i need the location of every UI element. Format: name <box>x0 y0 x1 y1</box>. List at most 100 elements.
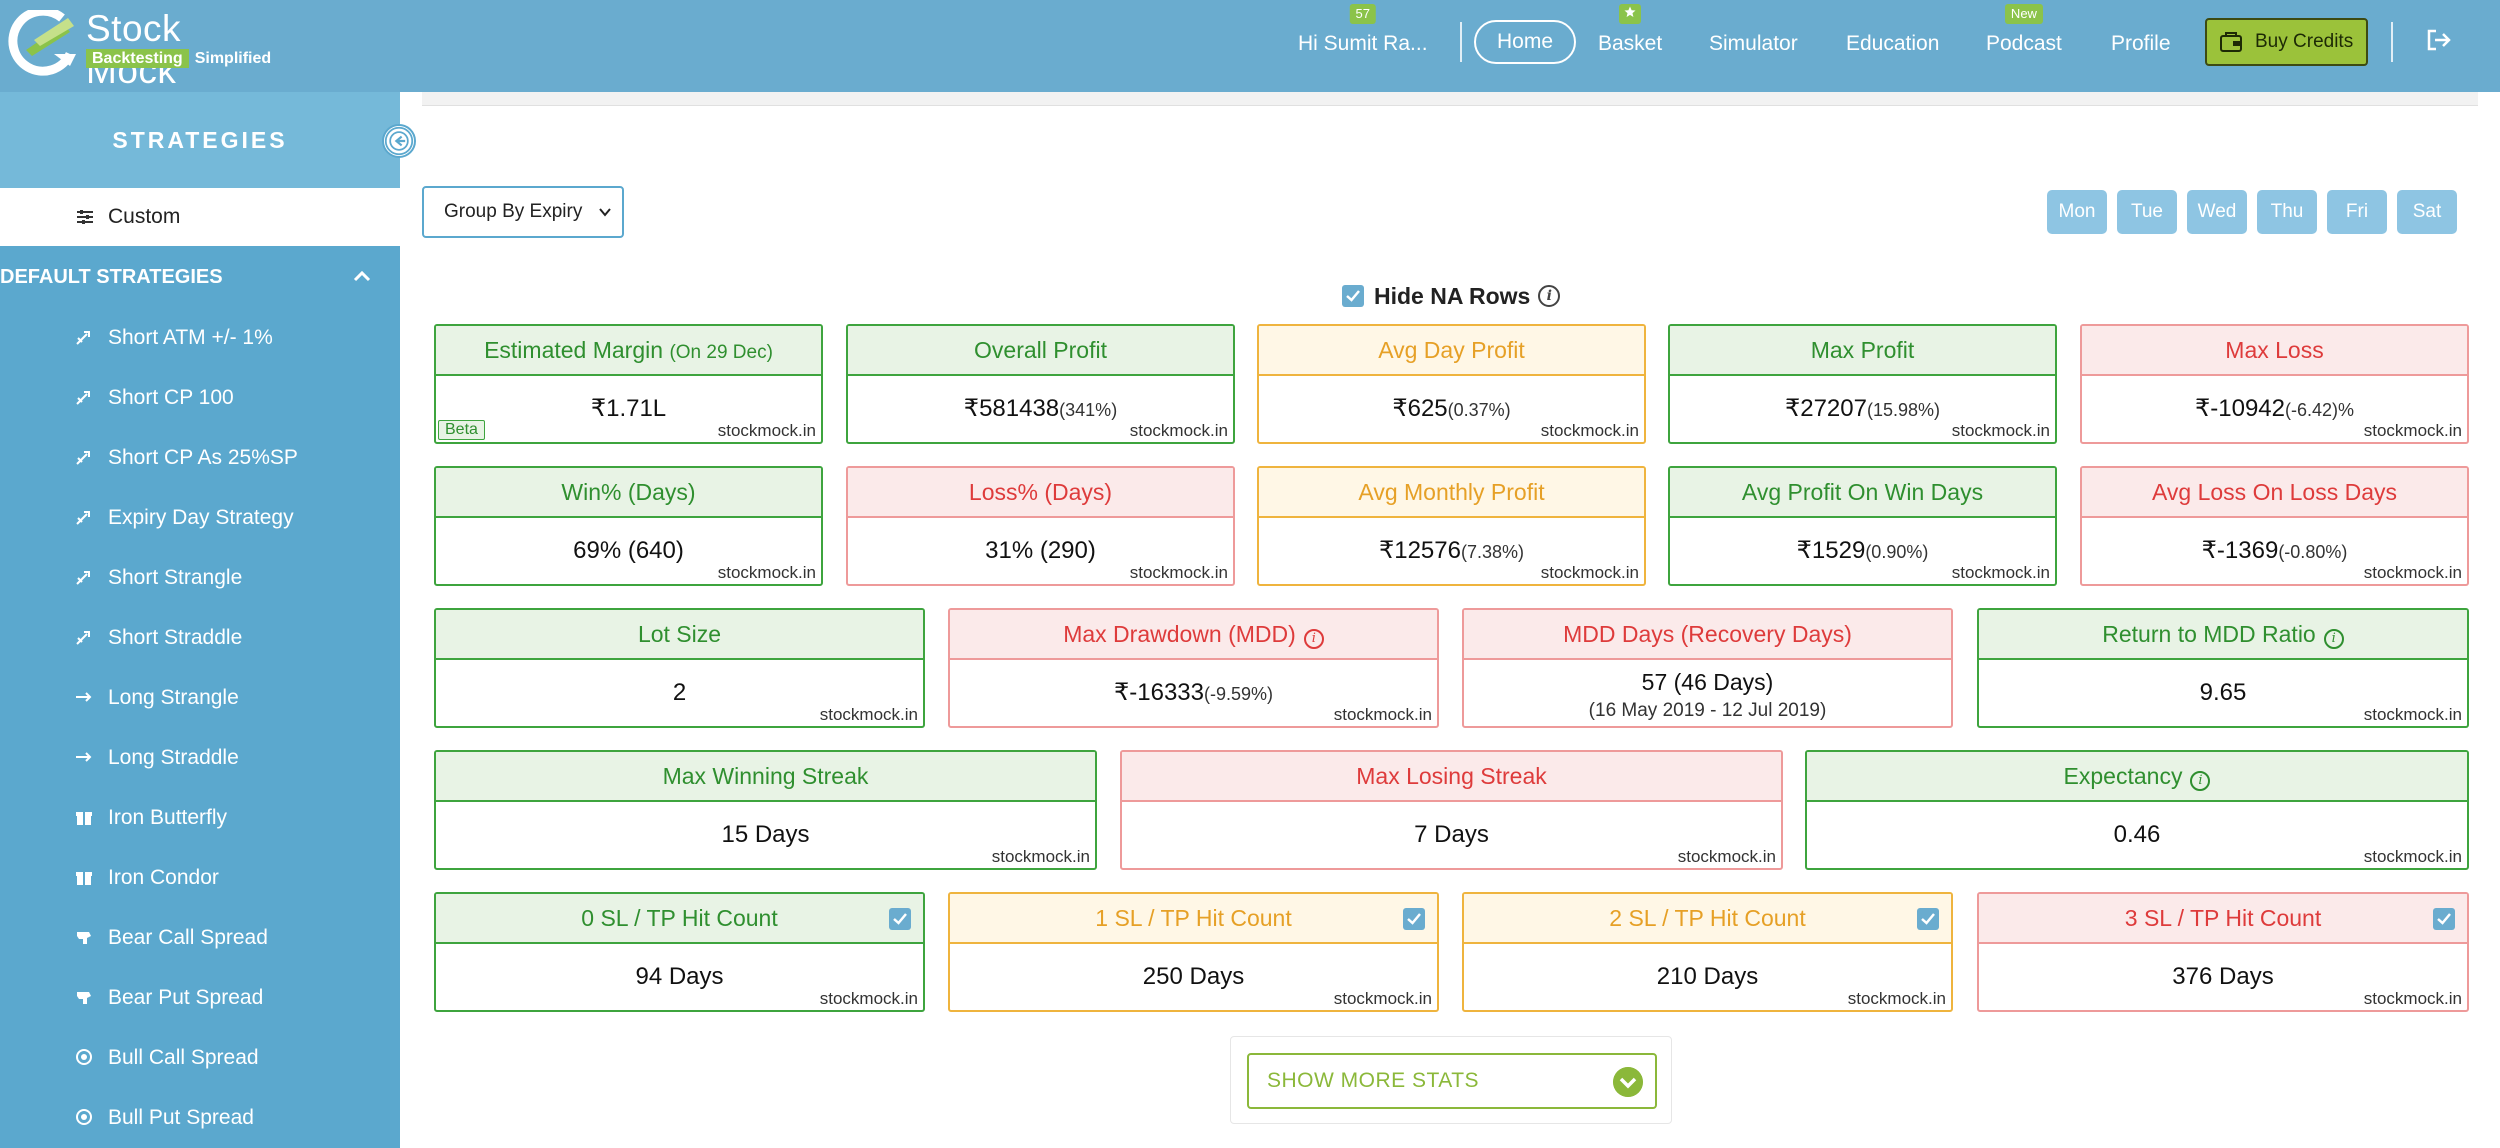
sidebar-item-short-strangle[interactable]: Short Strangle <box>0 548 400 608</box>
card-value: ₹625 <box>1392 395 1448 422</box>
user-greeting[interactable]: 57 Hi Sumit Ra... <box>1298 4 1428 58</box>
card-title: Win% (Days) <box>436 468 821 518</box>
card-sub: (-9.59%) <box>1203 684 1274 704</box>
sidebar-item-iron-condor[interactable]: Iron Condor <box>0 848 400 908</box>
sidebar-item-label: Long Strangle <box>108 686 239 709</box>
nav-education[interactable]: Education <box>1846 32 1940 55</box>
sidebar-item-bear-put-spread[interactable]: Bear Put Spread <box>0 968 400 1028</box>
short-icon <box>74 508 94 528</box>
sl0-checkbox[interactable] <box>889 908 911 930</box>
day-mon-button[interactable]: Mon <box>2047 190 2107 234</box>
card-sub: (15.98%) <box>1866 400 1941 420</box>
sidebar-item-bull-put-spread[interactable]: Bull Put Spread <box>0 1088 400 1148</box>
day-sat-button[interactable]: Sat <box>2397 190 2457 234</box>
card-value: 31% (290) <box>985 537 1096 564</box>
watermark: stockmock.in <box>819 989 918 1008</box>
nav-basket[interactable]: Basket <box>1598 4 1663 58</box>
card-title: Avg Monthly Profit <box>1259 468 1644 518</box>
card-value: 7 Days <box>1414 821 1489 848</box>
short-icon <box>74 568 94 588</box>
nav-simulator[interactable]: Simulator <box>1709 32 1798 55</box>
sl3-checkbox[interactable] <box>2433 908 2455 930</box>
collapse-sidebar-icon[interactable] <box>382 124 416 158</box>
card-value: 2 <box>672 679 687 706</box>
return-mdd-card: Return to MDD Ratio i 9.65 stockmock.in <box>1977 608 2469 728</box>
sidebar-item-short-atm-1[interactable]: Short ATM +/- 1% <box>0 308 400 368</box>
nav-podcast-label: Podcast <box>1986 32 2062 55</box>
nav-podcast[interactable]: New Podcast <box>1986 4 2062 58</box>
card-sub: (7.38%) <box>1460 542 1525 562</box>
sidebar-item-short-straddle[interactable]: Short Straddle <box>0 608 400 668</box>
show-more-stats-button[interactable]: SHOW MORE STATS <box>1247 1053 1657 1109</box>
watermark: stockmock.in <box>1951 421 2050 440</box>
bear-icon <box>74 988 94 1008</box>
sidebar-item-bull-call-spread[interactable]: Bull Call Spread <box>0 1028 400 1088</box>
card-title: Lot Size <box>436 610 923 660</box>
day-wed-button[interactable]: Wed <box>2187 190 2247 234</box>
strategy-list: Short ATM +/- 1% Short CP 100 Short CP As … <box>0 308 400 1148</box>
watermark: stockmock.in <box>1129 563 1228 582</box>
sidebar-item-expiry-day-strategy[interactable]: Expiry Day Strategy <box>0 488 400 548</box>
gift-icon <box>74 808 94 828</box>
card-value: ₹-1369 <box>2201 537 2279 564</box>
watermark: stockmock.in <box>819 705 918 724</box>
sidebar-item-long-strangle[interactable]: Long Strangle <box>0 668 400 728</box>
overall-profit-card: Overall Profit ₹581438(341%) stockmock.in <box>846 324 1235 444</box>
lot-size-card: Lot Size 2 stockmock.in <box>434 608 925 728</box>
sidebar-title: STRATEGIES <box>0 92 400 188</box>
top-strip <box>422 92 2478 106</box>
default-strategies-toggle[interactable]: DEFAULT STRATEGIES <box>0 246 400 308</box>
nav-profile[interactable]: Profile <box>2111 32 2171 55</box>
day-filter: Mon Tue Wed Thu Fri Sat <box>2047 190 2467 234</box>
group-by-select[interactable]: Group By Expiry <box>422 186 624 238</box>
card-title: 3 SL / TP Hit Count <box>1979 894 2467 944</box>
logo[interactable]: Stock Mock Backtesting Simplified <box>4 6 274 91</box>
logo-tagline: Backtesting Simplified <box>86 49 271 68</box>
info-icon[interactable]: i <box>1303 629 1324 649</box>
sidebar-item-bear-call-spread[interactable]: Bear Call Spread <box>0 908 400 968</box>
sidebar-item-label: Long Straddle <box>108 746 239 769</box>
logout-icon[interactable] <box>2426 28 2452 52</box>
hide-na-checkbox[interactable] <box>1342 285 1364 307</box>
day-fri-button[interactable]: Fri <box>2327 190 2387 234</box>
card-sub: (0.90%) <box>1865 542 1929 562</box>
nav-home-button[interactable]: Home <box>1474 20 1576 64</box>
sidebar-item-label: Bear Put Spread <box>108 986 264 1009</box>
avg-profit-win-days-card: Avg Profit On Win Days ₹1529(0.90%) stock… <box>1668 466 2057 586</box>
avg-monthly-profit-card: Avg Monthly Profit ₹12576(7.38%) stockmoc… <box>1257 466 1646 586</box>
section-title: DEFAULT STRATEGIES <box>0 265 223 288</box>
sl1-checkbox[interactable] <box>1403 908 1425 930</box>
info-icon[interactable]: i <box>2323 629 2344 649</box>
sidebar-item-short-cp-100[interactable]: Short CP 100 <box>0 368 400 428</box>
watermark: stockmock.in <box>1951 563 2050 582</box>
info-icon[interactable]: i <box>1538 285 1561 307</box>
sidebar-item-custom[interactable]: Custom <box>0 188 400 246</box>
sl0-hit-count-card: 0 SL / TP Hit Count 94 Days stockmock.in <box>434 892 925 1012</box>
card-value-link[interactable]: ₹27207 <box>1784 395 1867 422</box>
sidebar-item-long-straddle[interactable]: Long Straddle <box>0 728 400 788</box>
card-value: 9.65 <box>2199 679 2247 706</box>
sidebar-item-label: Iron Condor <box>108 866 219 889</box>
watermark: stockmock.in <box>2363 847 2462 866</box>
day-tue-button[interactable]: Tue <box>2117 190 2177 234</box>
card-sub: (0.37%) <box>1447 400 1511 420</box>
sidebar-item-label: Short ATM +/- 1% <box>108 326 273 349</box>
day-thu-button[interactable]: Thu <box>2257 190 2317 234</box>
show-more-label: SHOW MORE STATS <box>1267 1069 1480 1092</box>
nav-basket-label: Basket <box>1598 32 1663 55</box>
expectancy-card: Expectancy i 0.46 stockmock.in <box>1805 750 2469 870</box>
sl2-checkbox[interactable] <box>1917 908 1939 930</box>
nav-separator <box>2391 22 2393 62</box>
watermark: stockmock.in <box>1333 705 1432 724</box>
sidebar-item-iron-butterfly[interactable]: Iron Butterfly <box>0 788 400 848</box>
card-title: Avg Day Profit <box>1259 326 1644 376</box>
card-value-link[interactable]: ₹-10942 <box>2194 395 2285 422</box>
bull-icon <box>74 1048 94 1068</box>
sidebar-item-short-cp-as-25-sp[interactable]: Short CP As 25%SP <box>0 428 400 488</box>
chevron-down-icon <box>599 208 611 217</box>
beta-badge: Beta <box>438 420 485 440</box>
info-icon[interactable]: i <box>2190 771 2211 791</box>
short-icon <box>74 388 94 408</box>
buy-credits-button[interactable]: Buy Credits <box>2205 18 2368 66</box>
card-title: MDD Days (Recovery Days) <box>1464 610 1951 660</box>
